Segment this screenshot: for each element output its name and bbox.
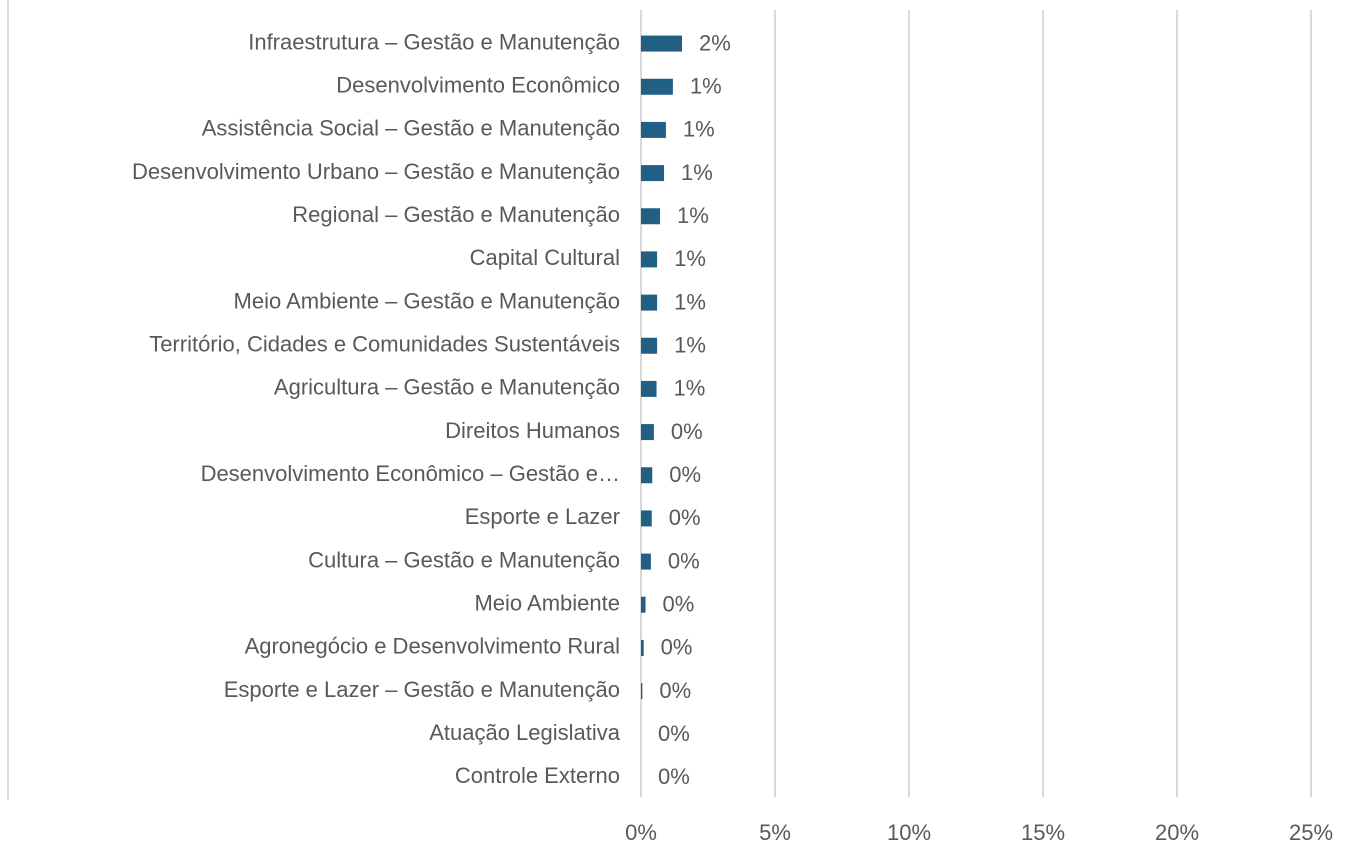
y-tick-label: Agronegócio e Desenvolvimento Rural — [245, 634, 620, 659]
bar — [641, 510, 652, 527]
bar — [641, 467, 653, 484]
value-label: 1% — [674, 333, 706, 358]
x-tick-label: 25% — [1289, 820, 1333, 845]
value-label: 0% — [658, 764, 690, 789]
y-tick-label: Capital Cultural — [470, 245, 620, 270]
value-label: 0% — [659, 678, 691, 703]
bar — [641, 424, 654, 441]
bar — [641, 35, 683, 52]
x-tick-label: 15% — [1021, 820, 1065, 845]
y-tick-label: Infraestrutura – Gestão e Manutenção — [248, 29, 620, 54]
value-label: 1% — [674, 246, 706, 271]
y-tick-label: Território, Cidades e Comunidades Susten… — [149, 332, 620, 357]
x-tick-label: 10% — [887, 820, 931, 845]
value-label: 1% — [674, 376, 706, 401]
bar — [641, 165, 665, 182]
value-label: 0% — [669, 462, 701, 487]
bar — [641, 121, 666, 138]
value-label: 1% — [690, 74, 722, 99]
bar — [641, 208, 661, 225]
value-label: 0% — [668, 548, 700, 573]
x-tick-label: 20% — [1155, 820, 1199, 845]
value-label: 1% — [683, 117, 715, 142]
y-tick-label: Assistência Social – Gestão e Manutenção — [202, 116, 620, 141]
bar — [641, 251, 658, 268]
y-tick-label: Direitos Humanos — [445, 418, 620, 443]
value-label: 1% — [674, 289, 706, 314]
value-label: 1% — [677, 203, 709, 228]
bar — [641, 639, 644, 656]
y-tick-label: Regional – Gestão e Manutenção — [292, 202, 620, 227]
value-label: 0% — [671, 419, 703, 444]
bar — [641, 683, 643, 700]
y-tick-label: Desenvolvimento Urbano – Gestão e Manute… — [132, 159, 620, 184]
y-tick-label: Cultura – Gestão e Manutenção — [308, 547, 620, 572]
bar — [641, 78, 673, 95]
y-tick-label: Desenvolvimento Econômico – Gestão e… — [201, 461, 620, 486]
y-tick-label: Esporte e Lazer – Gestão e Manutenção — [224, 677, 620, 702]
bar — [641, 337, 658, 354]
y-tick-label: Agricultura – Gestão e Manutenção — [274, 375, 620, 400]
value-label: 2% — [699, 30, 731, 55]
value-label: 1% — [681, 160, 713, 185]
y-tick-label: Meio Ambiente — [474, 591, 620, 616]
bar — [641, 553, 651, 570]
y-tick-label: Desenvolvimento Econômico — [336, 73, 620, 98]
bar — [641, 380, 657, 397]
bar — [641, 596, 646, 613]
y-tick-label: Meio Ambiente – Gestão e Manutenção — [234, 288, 620, 313]
value-label: 0% — [661, 635, 693, 660]
y-tick-label: Controle Externo — [455, 763, 620, 788]
y-tick-label: Esporte e Lazer — [465, 504, 620, 529]
value-label: 0% — [669, 505, 701, 530]
value-label: 0% — [658, 721, 690, 746]
x-tick-label: 5% — [759, 820, 791, 845]
value-label: 0% — [663, 592, 695, 617]
y-tick-label: Atuação Legislativa — [429, 720, 621, 745]
x-tick-label: 0% — [625, 820, 657, 845]
bar — [641, 294, 658, 311]
